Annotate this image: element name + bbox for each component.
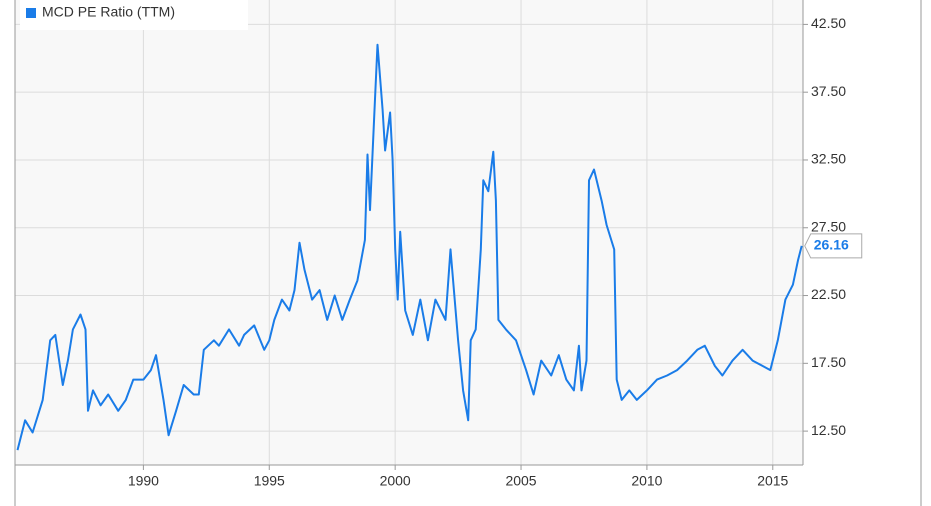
plot-area	[15, 0, 803, 465]
y-tick-label: 17.50	[811, 354, 846, 370]
x-tick-label: 2015	[757, 473, 788, 489]
data-line	[16, 43, 803, 451]
last-value-label: 26.16	[814, 237, 849, 253]
y-tick-label: 27.50	[811, 218, 846, 234]
x-tick-label: 2005	[505, 473, 536, 489]
y-tick-label: 22.50	[811, 286, 846, 302]
legend-label: MCD PE Ratio (TTM)	[42, 4, 175, 20]
y-tick-label: 42.50	[811, 15, 846, 31]
x-tick-label: 1995	[254, 473, 285, 489]
x-tick-label: 2010	[631, 473, 662, 489]
legend-swatch	[26, 8, 36, 18]
x-tick-label: 2000	[380, 473, 411, 489]
y-tick-label: 37.50	[811, 83, 846, 99]
y-tick-label: 12.50	[811, 422, 846, 438]
last-value-callout	[804, 233, 863, 259]
legend-box	[20, 0, 248, 30]
x-tick-label: 1990	[128, 473, 159, 489]
y-tick-label: 32.50	[811, 151, 846, 167]
